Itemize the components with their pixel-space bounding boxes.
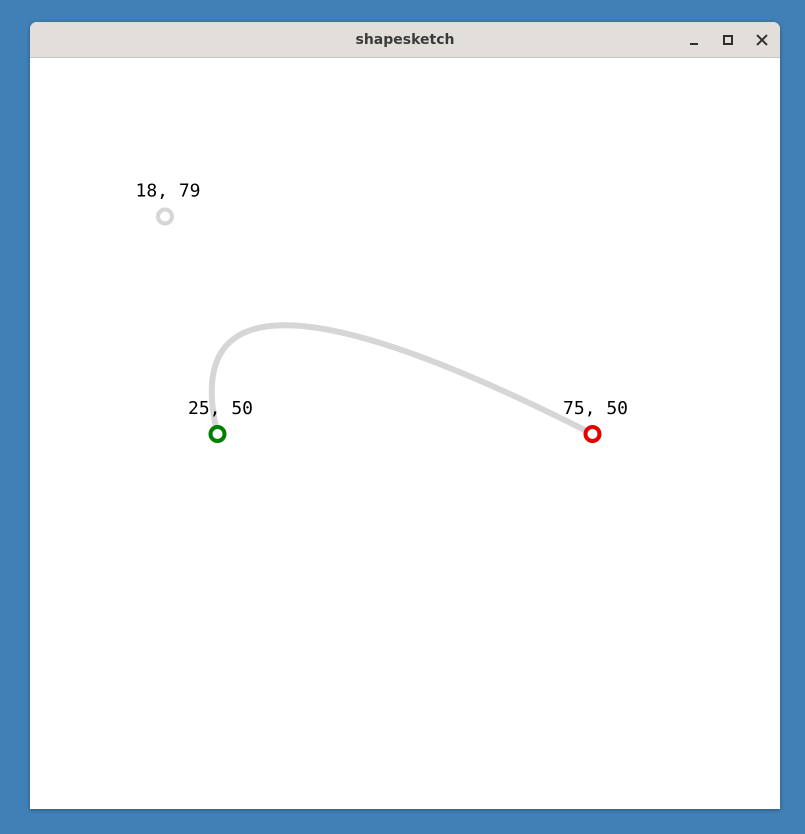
minimize-icon	[690, 42, 698, 45]
drawing-canvas[interactable]: 18, 79 25, 50 75, 50	[30, 59, 780, 809]
control-point-handle[interactable]	[156, 207, 174, 226]
control-point-label: 18, 79	[135, 181, 200, 202]
control-point[interactable]: 18, 79	[135, 181, 201, 226]
bezier-curve	[208, 322, 596, 437]
minimize-button[interactable]	[683, 29, 705, 51]
close-icon	[756, 34, 768, 46]
canvas-svg: 18, 79 25, 50 75, 50	[135, 181, 628, 443]
close-button[interactable]	[751, 29, 773, 51]
start-point-label: 25, 50	[188, 398, 253, 419]
maximize-button[interactable]	[717, 29, 739, 51]
window-title: shapesketch	[355, 32, 455, 48]
app-window: shapesketch 18, 79 25, 50 75, 50	[30, 22, 780, 809]
end-point-label: 75, 50	[563, 398, 628, 419]
start-point-handle[interactable]	[208, 425, 227, 443]
start-point[interactable]: 25, 50	[188, 398, 253, 443]
end-point[interactable]: 75, 50	[563, 398, 628, 443]
maximize-icon	[723, 35, 733, 45]
title-bar[interactable]: shapesketch	[30, 22, 780, 58]
end-point-handle[interactable]	[583, 425, 602, 443]
